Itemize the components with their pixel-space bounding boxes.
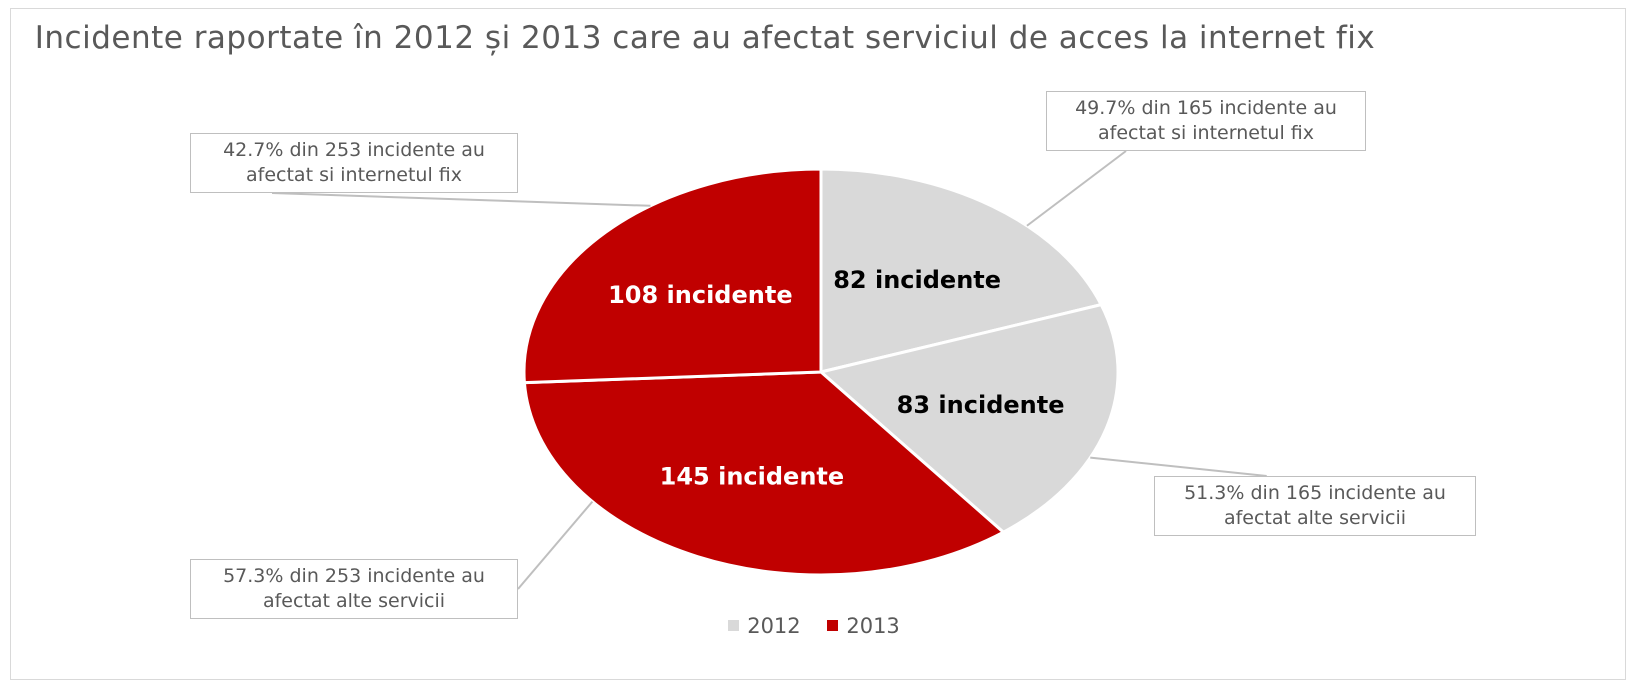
callout-2012-alte-servicii: 51.3% din 165 incidente au afectat alte … bbox=[1154, 476, 1476, 536]
legend-label-2013: 2013 bbox=[846, 613, 900, 638]
legend-label-2012: 2012 bbox=[747, 613, 801, 638]
leader-line-0 bbox=[1026, 150, 1127, 227]
callout-2013-internet-fix: 42.7% din 253 incidente au afectat si in… bbox=[190, 133, 518, 193]
legend-swatch-2012 bbox=[728, 620, 740, 631]
legend-swatch-2013 bbox=[827, 620, 839, 631]
leader-line-1 bbox=[1090, 456, 1267, 477]
legend: 2012 2013 bbox=[0, 612, 1628, 638]
pie-slice-3 bbox=[522, 167, 823, 385]
chart-title: Incidente raportate în 2012 și 2013 care… bbox=[34, 20, 1376, 56]
legend-item-2012: 2012 bbox=[728, 613, 801, 638]
pie-slice-1 bbox=[817, 302, 1120, 535]
leader-line-2 bbox=[517, 500, 594, 590]
leader-line-3 bbox=[271, 192, 651, 207]
legend-item-2013: 2013 bbox=[827, 613, 900, 638]
slice-label-0: 82 incidente bbox=[833, 266, 1001, 294]
callout-2012-internet-fix: 49.7% din 165 incidente au afectat si in… bbox=[1046, 91, 1366, 151]
pie-slice-2 bbox=[522, 370, 1007, 577]
callout-2013-alte-servicii: 57.3% din 253 incidente au afectat alte … bbox=[190, 559, 518, 619]
slice-label-1: 83 incidente bbox=[897, 391, 1065, 419]
slice-label-2: 145 incidente bbox=[660, 462, 845, 490]
slice-label-3: 108 incidente bbox=[608, 281, 793, 309]
